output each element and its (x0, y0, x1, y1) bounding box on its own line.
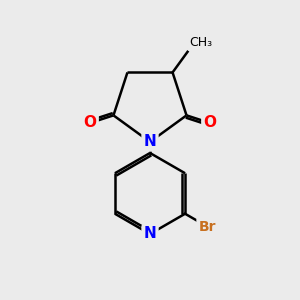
Text: N: N (144, 226, 156, 242)
Text: O: O (84, 116, 97, 130)
Text: N: N (144, 134, 156, 149)
Text: Br: Br (198, 220, 216, 233)
Text: CH₃: CH₃ (189, 36, 212, 50)
Text: O: O (203, 116, 216, 130)
